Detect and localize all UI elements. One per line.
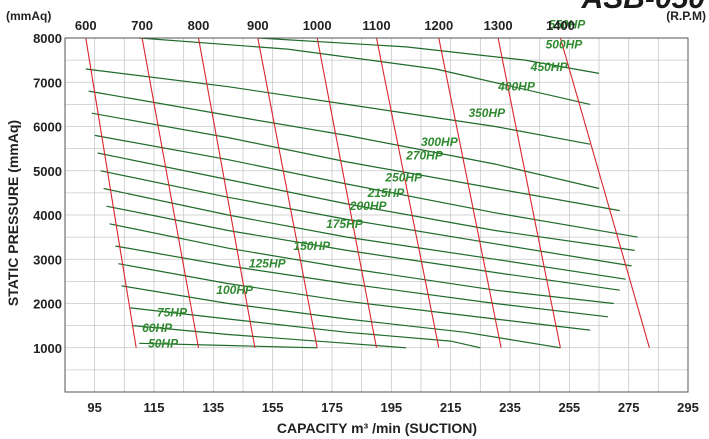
hp-line-50HP (139, 342, 318, 349)
x-tick-label: 155 (262, 400, 284, 415)
rpm-line-800 (197, 37, 256, 348)
hp-line-400HP (88, 90, 600, 190)
x-tick-label: 215 (440, 400, 462, 415)
y-unit: (mmAq) (6, 9, 51, 23)
rpm-tick-label: 700 (131, 18, 153, 33)
x-tick-label: 115 (144, 400, 165, 415)
hp-label: 175HP (326, 217, 364, 231)
plot-frame (64, 37, 689, 393)
hp-label: 250HP (384, 170, 423, 184)
y-tick-labels: 1000 2000 3000 4000 5000 6000 7000 8000 (33, 31, 62, 356)
hp-line-350HP (91, 112, 620, 212)
y-tick-label: 8000 (33, 31, 62, 46)
hp-label: 450HP (530, 60, 569, 74)
hp-line-200HP (106, 205, 620, 291)
rpm-tick-labels: 600 700 800 900 1000 1100 1200 1300 1400 (75, 18, 575, 33)
x-tick-labels: 95 115 135 155 175 195 215 235 255 275 295 (87, 400, 698, 415)
rpm-tick-label: 600 (75, 18, 97, 33)
hp-label: 60HP (142, 321, 173, 335)
y-axis-label: STATIC PRESSURE (mmAq) (5, 120, 21, 306)
hp-line-215HP (103, 187, 626, 280)
rpm-line-1400 (559, 37, 650, 348)
y-tick-label: 1000 (33, 341, 62, 356)
rpm-line-1000 (316, 37, 378, 348)
x-tick-label: 295 (677, 400, 699, 415)
hp-label: 550HP (549, 18, 587, 32)
rpm-line-1200 (438, 37, 502, 348)
hp-label: 400HP (497, 80, 536, 94)
hp-lines (85, 37, 638, 349)
hp-line-175HP (109, 223, 614, 305)
rpm-unit: (R.P.M) (666, 9, 706, 23)
x-tick-label: 95 (87, 400, 101, 415)
hp-line-150HP (115, 245, 608, 318)
y-tick-label: 5000 (33, 164, 62, 179)
hp-label: 215HP (367, 186, 406, 200)
hp-label: 100HP (216, 283, 254, 297)
hp-label: 50HP (148, 336, 179, 350)
x-tick-label: 195 (380, 400, 402, 415)
hp-label: 200HP (349, 199, 388, 213)
hp-line-270HP (97, 152, 635, 251)
hp-line-500HP (139, 37, 591, 105)
hp-label: 75HP (157, 305, 188, 319)
hp-label: 300HP (421, 135, 459, 149)
hp-line-75HP (130, 307, 481, 349)
hp-label: 500HP (546, 38, 584, 52)
y-tick-label: 6000 (33, 120, 62, 135)
rpm-tick-label: 1300 (484, 18, 513, 33)
rpm-tick-label: 1100 (362, 18, 390, 33)
hp-line-100HP (121, 285, 561, 349)
rpm-line-900 (257, 37, 318, 348)
hp-line-125HP (118, 263, 591, 331)
rpm-tick-label: 1400 (546, 18, 575, 33)
y-tick-label: 7000 (33, 75, 62, 90)
rpm-lines (85, 37, 650, 348)
x-tick-label: 235 (499, 400, 521, 415)
hp-line-450HP (85, 68, 591, 145)
rpm-line-700 (141, 37, 200, 348)
x-axis-label: CAPACITY m³ /min (SUCTION) (277, 420, 477, 436)
rpm-tick-label: 1200 (424, 18, 453, 33)
x-tick-label: 175 (321, 400, 343, 415)
hp-label: 350HP (468, 106, 506, 120)
y-tick-label: 4000 (33, 208, 62, 223)
hp-label: 150HP (293, 239, 331, 253)
x-tick-label: 255 (558, 400, 580, 415)
hp-label: 270HP (405, 148, 444, 162)
rpm-tick-label: 900 (247, 18, 269, 33)
hp-line-300HP (94, 134, 638, 238)
chart-title: ASB-050 (581, 0, 706, 15)
hp-label: 125HP (249, 257, 287, 271)
y-tick-label: 2000 (33, 297, 62, 312)
rpm-line-1300 (497, 37, 561, 348)
rpm-tick-label: 1000 (303, 18, 332, 33)
rpm-line-600 (85, 37, 137, 348)
rpm-line-1100 (375, 37, 440, 348)
y-tick-label: 3000 (33, 252, 62, 267)
rpm-tick-label: 800 (188, 18, 210, 33)
x-tick-label: 275 (618, 400, 640, 415)
x-tick-label: 135 (202, 400, 224, 415)
hp-line-550HP (257, 37, 600, 74)
